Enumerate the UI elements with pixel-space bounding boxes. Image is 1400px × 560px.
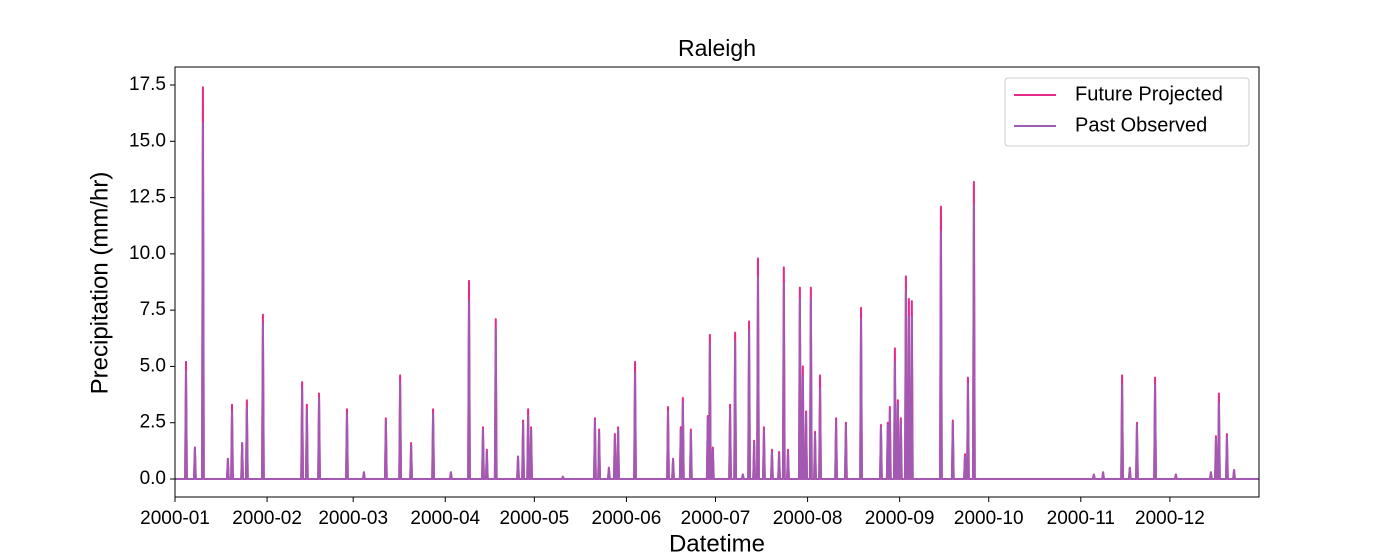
legend-box <box>1004 77 1250 147</box>
x-tick-label: 2000-10 <box>954 508 1024 529</box>
x-tick-label: 2000-09 <box>865 508 935 529</box>
y-tick-label: 10.0 <box>129 243 166 264</box>
data-line <box>175 122 1259 480</box>
y-tick-label: 15.0 <box>129 130 166 151</box>
x-tick-label: 2000-07 <box>681 508 751 529</box>
x-tick-label: 2000-12 <box>1135 508 1205 529</box>
x-tick-label: 2000-01 <box>140 508 210 529</box>
x-tick-label: 2000-03 <box>318 508 388 529</box>
plot-area <box>175 86 1259 480</box>
x-axis-label: Datetime <box>669 530 765 557</box>
legend-label: Future Projected <box>1075 83 1223 105</box>
y-tick-label: 17.5 <box>129 74 166 95</box>
y-tick-label: 2.5 <box>140 412 166 433</box>
x-tick-label: 2000-02 <box>232 508 302 529</box>
legend-label: Past Observed <box>1075 114 1207 136</box>
x-tick-label: 2000-06 <box>592 508 662 529</box>
y-axis-label: Precipitation (mm/hr) <box>86 172 113 395</box>
chart-title: Raleigh <box>678 35 756 61</box>
x-tick-label: 2000-04 <box>410 508 480 529</box>
plot-frame <box>174 66 1260 498</box>
y-tick-label: 5.0 <box>140 355 166 376</box>
x-tick-label: 2000-11 <box>1047 508 1115 529</box>
y-tick-label: 12.5 <box>129 187 166 208</box>
y-tick-label: 7.5 <box>140 299 166 320</box>
x-tick-label: 2000-05 <box>499 508 569 529</box>
y-tick-label: 0.0 <box>140 468 166 489</box>
x-tick-label: 2000-08 <box>773 508 843 529</box>
